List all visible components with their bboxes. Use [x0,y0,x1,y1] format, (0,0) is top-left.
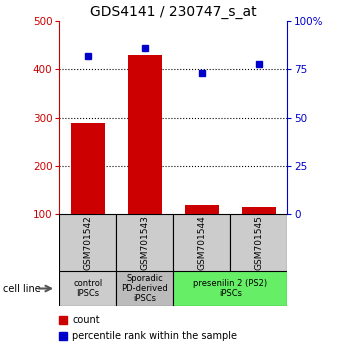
Bar [71,122,105,214]
Text: GSM701542: GSM701542 [84,215,92,270]
Bar [116,271,173,306]
Title: GDS4141 / 230747_s_at: GDS4141 / 230747_s_at [90,5,257,19]
Bar [59,214,116,271]
Text: GSM701543: GSM701543 [140,215,149,270]
Bar [231,214,287,271]
Bar [128,55,162,214]
Bar [59,271,116,306]
Text: presenilin 2 (PS2)
iPSCs: presenilin 2 (PS2) iPSCs [193,279,268,298]
Text: Sporadic
PD-derived
iPSCs: Sporadic PD-derived iPSCs [122,274,168,303]
Text: GSM701544: GSM701544 [198,215,206,270]
Text: percentile rank within the sample: percentile rank within the sample [72,331,237,341]
Text: GSM701545: GSM701545 [254,215,263,270]
Text: count: count [72,315,100,325]
Bar [242,207,276,214]
Text: cell line: cell line [3,284,41,293]
Bar [173,214,231,271]
Bar [116,214,173,271]
Bar [185,205,219,214]
Bar [173,271,287,306]
Text: control
IPSCs: control IPSCs [73,279,103,298]
